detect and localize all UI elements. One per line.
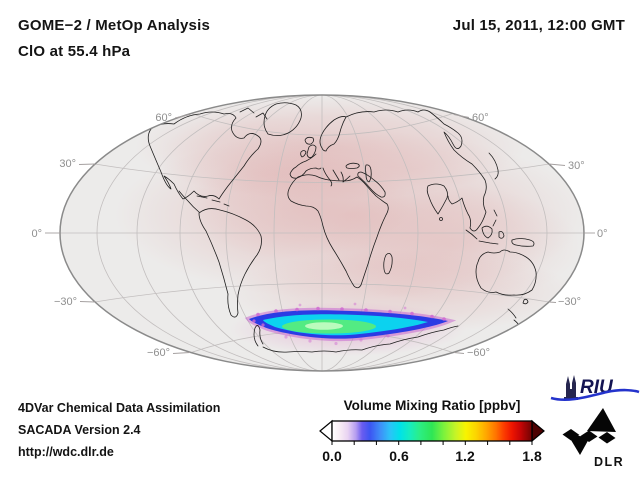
cathedral-icon <box>564 375 578 400</box>
colorbar-tick-label: 0.6 <box>389 448 409 464</box>
lat-label: 0° <box>597 228 608 240</box>
footer-line-version: SACADA Version 2.4 <box>18 423 141 437</box>
world-map: 60° 30° 0° −30° −60° 60° 30° 0° −30° −60… <box>31 94 608 372</box>
dlr-mark-icon <box>562 408 616 455</box>
dlr-logo-text: DLR <box>594 455 624 468</box>
lat-label: 60° <box>155 112 172 124</box>
graticule <box>60 95 584 371</box>
riu-swoosh-icon <box>550 388 640 402</box>
colorbar-gradient <box>331 420 533 442</box>
riu-logo: RIU <box>550 375 640 402</box>
latitude-labels: 60° 30° 0° −30° −60° 60° 30° 0° −30° −60… <box>31 112 607 359</box>
lat-label: −30° <box>54 296 77 308</box>
lat-label: 30° <box>59 158 76 170</box>
footer-line-assimilation: 4DVar Chemical Data Assimilation <box>18 401 221 415</box>
footer-line-url: http://wdc.dlr.de <box>18 445 114 459</box>
lat-label: 0° <box>31 228 42 240</box>
timestamp: Jul 15, 2011, 12:00 GMT <box>452 17 625 34</box>
colorbar-tick-label: 0.0 <box>322 448 342 464</box>
lat-label: −30° <box>558 296 581 308</box>
colorbar-tick-label: 1.8 <box>522 448 542 464</box>
colorbar <box>319 419 545 445</box>
lat-label: −60° <box>147 347 170 359</box>
lat-label: 60° <box>472 112 489 124</box>
page-subtitle: ClO at 55.4 hPa <box>18 43 131 60</box>
lat-label: 30° <box>568 160 585 172</box>
colorbar-minor-ticks <box>331 441 533 445</box>
colorbar-underflow-arrow <box>319 419 333 443</box>
dlr-logo: DLR <box>562 408 624 468</box>
page-title: GOME−2 / MetOp Analysis <box>18 17 211 34</box>
colorbar-overflow-arrow <box>531 419 545 443</box>
colorbar-tick-label: 1.2 <box>455 448 475 464</box>
latitude-ticks <box>45 114 595 354</box>
clo-enhanced-region <box>244 302 457 346</box>
colorbar-title: Volume Mixing Ratio [ppbv] <box>343 398 521 413</box>
lat-label: −60° <box>467 347 490 359</box>
